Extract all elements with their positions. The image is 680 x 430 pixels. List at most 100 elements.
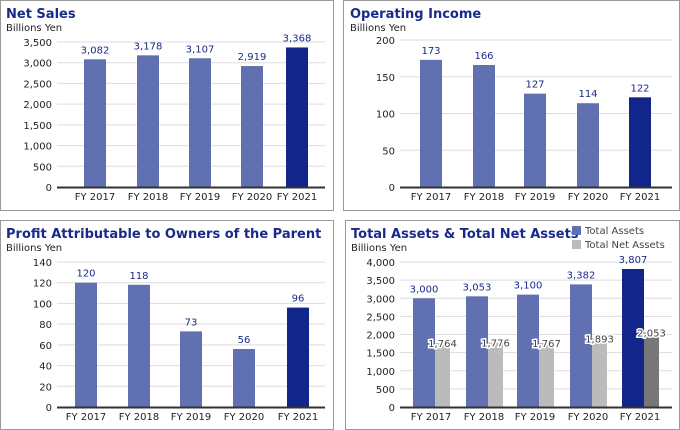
chart-title: Operating Income	[350, 7, 481, 22]
x-tick-label: FY 2020	[568, 412, 609, 423]
data-label: 127	[525, 80, 544, 91]
x-tick-label: FY 2021	[277, 192, 318, 203]
y-tick-label: 40	[39, 362, 52, 373]
y-tick-label: 3,500	[23, 38, 52, 49]
data-label: 73	[185, 317, 198, 328]
y-tick-label: 0	[389, 403, 395, 414]
x-tick-label: FY 2018	[464, 412, 505, 423]
chart-title: Total Assets & Total Net Assets	[351, 227, 579, 242]
x-tick-label: FY 2019	[515, 412, 556, 423]
panel-border	[0, 220, 334, 430]
bar-fy-2020	[577, 103, 599, 187]
y-tick-label: 0	[389, 183, 395, 194]
bar-fy-2017	[420, 59, 442, 187]
y-axis-unit: Billions Yen	[350, 23, 406, 34]
data-label: 1,893	[585, 334, 614, 345]
y-tick-label: 60	[39, 341, 52, 352]
y-tick-label: 2,500	[366, 312, 395, 323]
data-label: 3,107	[186, 44, 215, 55]
x-tick-label: FY 2018	[464, 192, 505, 203]
data-label: 56	[238, 335, 251, 346]
y-tick-label: 1,000	[23, 142, 52, 153]
bar-fy-2020	[233, 349, 255, 407]
y-tick-label: 100	[33, 299, 52, 310]
x-tick-label: FY 2021	[620, 412, 661, 423]
chart-panel-4: Total Assets & Total Net AssetsBillions …	[345, 220, 680, 430]
bar-fy-2019	[180, 331, 202, 407]
bar-fy-2021	[622, 268, 644, 407]
x-tick-label: FY 2019	[515, 192, 556, 203]
y-tick-label: 50	[382, 146, 395, 157]
data-label: 114	[578, 89, 597, 100]
x-tick-label: FY 2020	[232, 192, 273, 203]
y-tick-label: 140	[33, 258, 52, 269]
data-label: 3,082	[81, 45, 110, 56]
y-tick-label: 2,000	[23, 100, 52, 111]
y-tick-label: 100	[376, 110, 395, 121]
x-tick-label: FY 2017	[411, 192, 452, 203]
y-tick-label: 3,500	[366, 276, 395, 287]
bar-series2-fy-2019	[539, 342, 554, 407]
y-tick-label: 500	[33, 162, 52, 173]
data-label: 3,178	[134, 41, 163, 52]
bar-fy-2020	[570, 284, 592, 407]
bar-series2-fy-2021	[644, 332, 659, 407]
bar-fy-2021	[287, 307, 309, 407]
y-tick-label: 150	[376, 73, 395, 84]
legend-label: Total Assets	[584, 226, 644, 237]
y-axis-unit: Billions Yen	[6, 23, 62, 34]
bar-fy-2019	[524, 93, 546, 187]
y-tick-label: 120	[33, 279, 52, 290]
x-tick-label: FY 2017	[411, 412, 452, 423]
bar-fy-2017	[413, 298, 435, 407]
data-label: 1,764	[428, 339, 457, 350]
legend-label: Total Net Assets	[584, 240, 665, 251]
x-tick-label: FY 2017	[66, 412, 107, 423]
bar-fy-2018	[137, 55, 159, 188]
bar-fy-2018	[473, 64, 495, 187]
data-label: 96	[292, 294, 305, 305]
bar-series2-fy-2017	[435, 343, 450, 407]
data-label: 3,807	[619, 255, 648, 266]
data-label: 173	[421, 46, 440, 57]
data-label: 3,368	[283, 33, 312, 44]
x-tick-label: FY 2021	[620, 192, 661, 203]
x-tick-label: FY 2021	[278, 412, 319, 423]
data-label: 166	[474, 51, 493, 62]
y-tick-label: 2,000	[366, 331, 395, 342]
bar-fy-2021	[629, 97, 651, 187]
data-label: 3,382	[567, 270, 596, 281]
x-tick-label: FY 2017	[75, 192, 116, 203]
y-tick-label: 1,500	[23, 121, 52, 132]
chart-panel-3: Profit Attributable to Owners of the Par…	[0, 220, 334, 430]
y-tick-label: 2,500	[23, 79, 52, 90]
panel-border	[0, 0, 334, 211]
x-tick-label: FY 2018	[128, 192, 169, 203]
data-label: 3,000	[410, 284, 439, 295]
y-tick-label: 20	[39, 382, 52, 393]
y-tick-label: 3,000	[23, 59, 52, 70]
bar-fy-2021	[286, 47, 308, 188]
y-axis-unit: Billions Yen	[6, 243, 62, 254]
bar-fy-2018	[128, 284, 150, 407]
x-tick-label: FY 2020	[224, 412, 265, 423]
bar-fy-2020	[241, 66, 263, 187]
y-axis-unit: Billions Yen	[351, 243, 407, 254]
x-tick-label: FY 2018	[119, 412, 160, 423]
panel-border	[343, 0, 680, 211]
data-label: 1,776	[481, 339, 510, 350]
chart-title: Profit Attributable to Owners of the Par…	[6, 227, 321, 242]
x-tick-label: FY 2019	[180, 192, 221, 203]
x-tick-label: FY 2020	[568, 192, 609, 203]
y-tick-label: 500	[376, 385, 395, 396]
bar-series2-fy-2020	[592, 338, 607, 407]
data-label: 120	[76, 269, 95, 280]
data-label: 2,919	[238, 52, 267, 63]
bar-fy-2019	[189, 58, 211, 187]
bar-fy-2019	[517, 294, 539, 407]
x-tick-label: FY 2019	[171, 412, 212, 423]
data-label: 1,767	[532, 339, 561, 350]
